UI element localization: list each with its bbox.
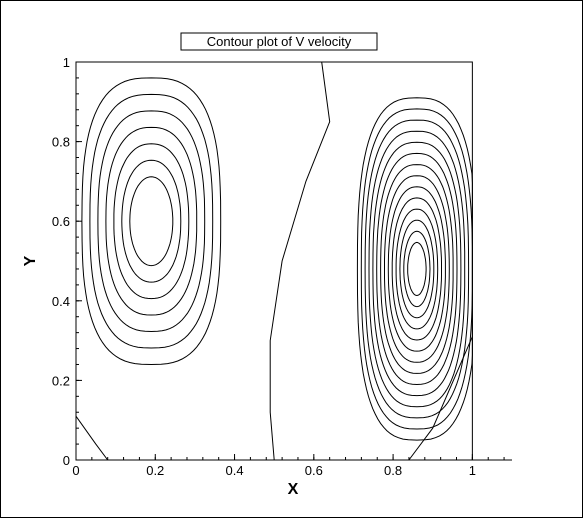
y-tick-label: 1 [63, 55, 70, 70]
contour-line [368, 130, 466, 408]
contour-line [360, 108, 473, 430]
chart-title: Contour plot of V velocity [207, 34, 352, 49]
contour-line-bottom-right-corner [408, 336, 473, 461]
y-tick-label: 0.4 [52, 294, 70, 309]
contour-line-bottom-left-corner [75, 415, 109, 461]
contour-line-zero-line [269, 61, 331, 461]
contour-line [407, 241, 427, 297]
y-tick-label: 0 [63, 453, 70, 468]
x-tick-label: 0.8 [384, 463, 402, 478]
contour-line [387, 186, 446, 352]
x-tick-label: 1 [469, 463, 476, 478]
x-tick-label: 0 [72, 463, 79, 478]
contour-line [380, 164, 454, 374]
axis-ticks [75, 61, 505, 461]
x-tick-labels: 0 0.2 0.4 0.6 0.8 1 [72, 463, 476, 478]
contour-line [105, 126, 198, 316]
contour-line [121, 159, 182, 283]
x-tick-label: 0.6 [305, 463, 323, 478]
contour-line [376, 152, 458, 386]
contour-line [395, 208, 439, 330]
contour-line [113, 143, 190, 300]
y-tick-label: 0.6 [52, 214, 70, 229]
contour-line [399, 219, 435, 319]
y-tick-labels: 0 0.2 0.4 0.6 0.8 1 [52, 55, 70, 468]
x-tick-label: 0.2 [146, 463, 164, 478]
x-tick-label: 0.4 [226, 463, 244, 478]
y-tick-label: 0.8 [52, 135, 70, 150]
y-tick-label: 0.2 [52, 373, 70, 388]
contour-line [372, 141, 462, 397]
contour-line [391, 197, 442, 341]
contour-line [403, 230, 431, 308]
title-box [180, 32, 378, 51]
contour-line [384, 175, 450, 363]
contour-line [364, 119, 470, 419]
x-axis-title: X [288, 481, 299, 498]
y-axis-title: Y [22, 255, 39, 266]
contour-line [129, 176, 174, 267]
domain-boundary [75, 61, 473, 461]
contour-line [356, 97, 473, 441]
contour-line [81, 77, 222, 366]
contour-line [97, 110, 206, 333]
contour-lines [75, 61, 473, 461]
contour-line [89, 93, 214, 349]
